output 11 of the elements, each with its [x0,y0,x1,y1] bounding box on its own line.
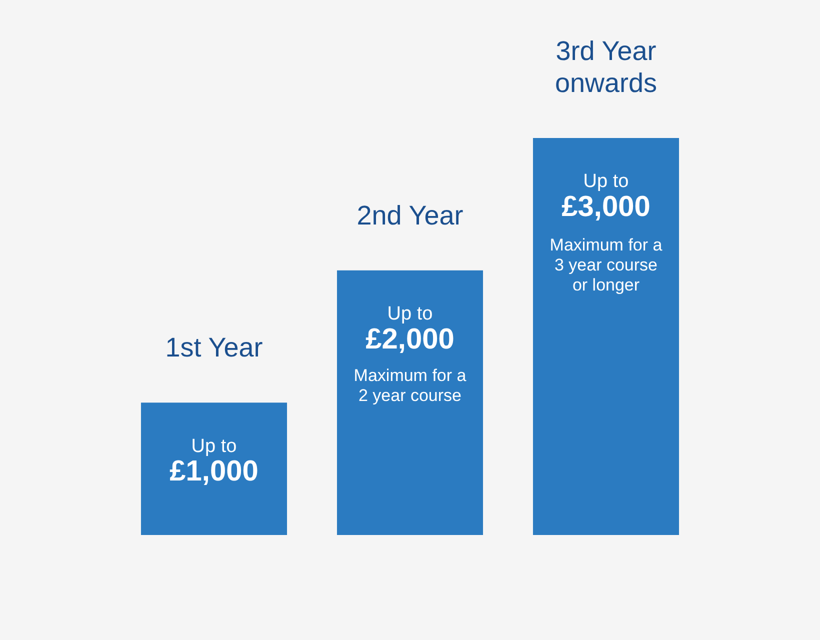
annotation: Maximum for a 2 year course [354,366,467,406]
x-tick-label: 3rd Year onwards [554,36,658,98]
annotation: Up to [583,171,629,192]
annotation: Maximum for a 3 year course or longer [550,236,663,295]
x-tick-label: 2nd Year [356,200,464,230]
annotation: Up to [387,304,433,325]
annotation: Up to [191,436,237,457]
data-label: £3,000 [562,191,650,223]
x-tick-label: 1st Year [165,332,263,363]
data-label: £2,000 [366,323,454,356]
data-label: £1,000 [170,456,258,488]
